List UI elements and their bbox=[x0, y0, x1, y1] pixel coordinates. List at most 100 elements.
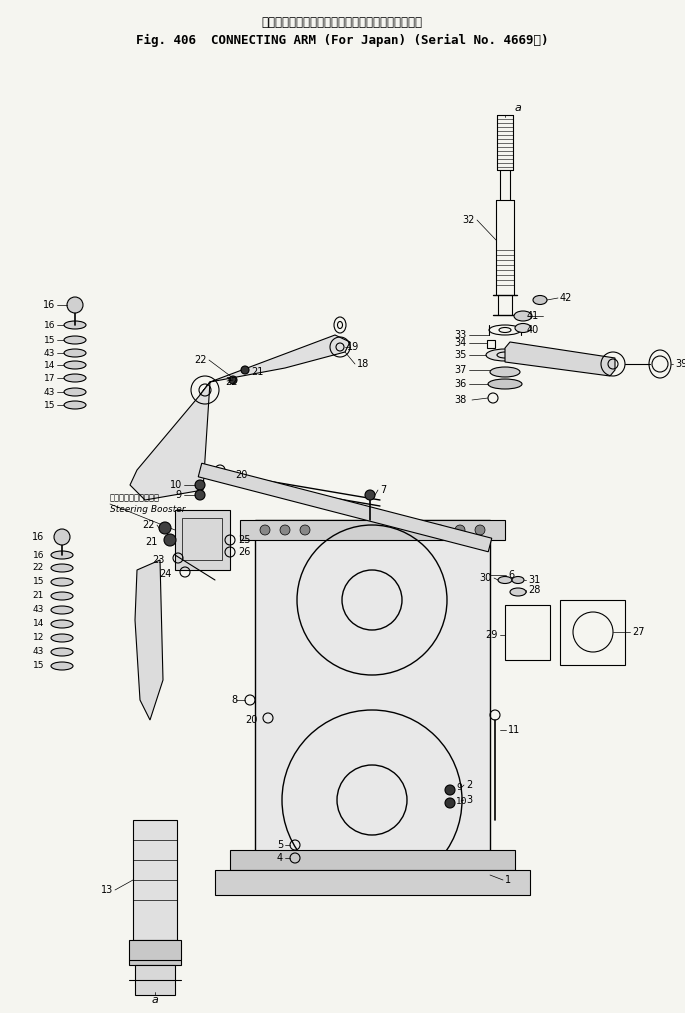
Text: 24: 24 bbox=[160, 569, 172, 579]
Text: 14: 14 bbox=[44, 361, 55, 370]
Ellipse shape bbox=[51, 634, 73, 642]
Text: 4: 4 bbox=[277, 853, 283, 863]
Text: 23: 23 bbox=[153, 555, 165, 565]
Text: 15: 15 bbox=[44, 335, 55, 344]
Ellipse shape bbox=[51, 578, 73, 586]
Ellipse shape bbox=[51, 592, 73, 600]
Ellipse shape bbox=[51, 663, 73, 670]
Circle shape bbox=[195, 490, 205, 500]
Circle shape bbox=[300, 525, 310, 535]
Text: コネクティング　アーム（国　内　向）（適用号機: コネクティング アーム（国 内 向）（適用号機 bbox=[262, 15, 423, 28]
Ellipse shape bbox=[64, 321, 86, 329]
Text: 36: 36 bbox=[455, 379, 467, 389]
Text: 28: 28 bbox=[528, 585, 540, 595]
Circle shape bbox=[54, 529, 70, 545]
Polygon shape bbox=[505, 342, 615, 376]
Polygon shape bbox=[200, 335, 350, 395]
Text: 22: 22 bbox=[195, 355, 207, 365]
Ellipse shape bbox=[498, 576, 512, 583]
Text: 22: 22 bbox=[225, 377, 238, 387]
Text: 9: 9 bbox=[176, 490, 182, 500]
Circle shape bbox=[260, 525, 270, 535]
Text: 2: 2 bbox=[466, 780, 472, 790]
Text: 16: 16 bbox=[32, 532, 44, 542]
Text: 7: 7 bbox=[380, 485, 386, 495]
Text: 20: 20 bbox=[246, 715, 258, 725]
Ellipse shape bbox=[64, 388, 86, 396]
Text: 37: 37 bbox=[455, 365, 467, 375]
Bar bbox=[182, 518, 222, 560]
Text: 5: 5 bbox=[277, 840, 283, 850]
Text: 38: 38 bbox=[455, 395, 467, 405]
Ellipse shape bbox=[51, 551, 73, 559]
Text: 43: 43 bbox=[44, 348, 55, 358]
Bar bbox=[135, 965, 175, 995]
Text: Fig. 406  CONNECTING ARM (For Japan) (Serial No. 4669－): Fig. 406 CONNECTING ARM (For Japan) (Ser… bbox=[136, 33, 548, 47]
Ellipse shape bbox=[515, 323, 531, 332]
Ellipse shape bbox=[51, 648, 73, 656]
Text: 32: 32 bbox=[462, 215, 475, 225]
Text: 22: 22 bbox=[142, 520, 155, 530]
Circle shape bbox=[164, 534, 176, 546]
Circle shape bbox=[67, 297, 83, 313]
Ellipse shape bbox=[533, 296, 547, 305]
Ellipse shape bbox=[510, 588, 526, 596]
Text: 43: 43 bbox=[33, 606, 44, 615]
Circle shape bbox=[159, 522, 171, 534]
Text: 16: 16 bbox=[44, 320, 55, 329]
Text: 43: 43 bbox=[33, 647, 44, 656]
Text: 25: 25 bbox=[238, 535, 251, 545]
Text: 30: 30 bbox=[479, 573, 492, 583]
Bar bbox=[129, 940, 181, 965]
Text: 15: 15 bbox=[44, 400, 55, 409]
Ellipse shape bbox=[51, 620, 73, 628]
Text: 26: 26 bbox=[238, 547, 251, 557]
Text: 16: 16 bbox=[42, 300, 55, 310]
Text: 35: 35 bbox=[455, 350, 467, 360]
Text: 9: 9 bbox=[456, 783, 462, 792]
Ellipse shape bbox=[514, 311, 532, 321]
Text: 21: 21 bbox=[33, 592, 44, 601]
Text: 11: 11 bbox=[508, 725, 520, 735]
Text: 18: 18 bbox=[357, 359, 369, 369]
Text: 20: 20 bbox=[235, 470, 247, 480]
Text: 8: 8 bbox=[232, 695, 238, 705]
Ellipse shape bbox=[51, 564, 73, 572]
Polygon shape bbox=[240, 520, 505, 540]
Ellipse shape bbox=[512, 576, 524, 583]
Text: 31: 31 bbox=[528, 575, 540, 585]
Text: 10: 10 bbox=[170, 480, 182, 490]
Text: 1: 1 bbox=[505, 875, 511, 885]
Circle shape bbox=[475, 525, 485, 535]
Circle shape bbox=[365, 490, 375, 500]
Text: 15: 15 bbox=[32, 661, 44, 671]
Text: Steering Booster: Steering Booster bbox=[110, 505, 186, 515]
Bar bbox=[560, 600, 625, 665]
Text: 14: 14 bbox=[33, 620, 44, 628]
Ellipse shape bbox=[486, 349, 524, 361]
Text: 17: 17 bbox=[44, 374, 55, 383]
Polygon shape bbox=[215, 870, 530, 895]
Ellipse shape bbox=[64, 401, 86, 409]
Text: 15: 15 bbox=[32, 577, 44, 587]
Circle shape bbox=[229, 376, 237, 384]
Text: 34: 34 bbox=[455, 338, 467, 348]
Text: 21: 21 bbox=[251, 367, 263, 377]
Text: ステアリングブースタ: ステアリングブースタ bbox=[110, 493, 160, 502]
Ellipse shape bbox=[488, 379, 522, 389]
Text: a: a bbox=[151, 995, 158, 1005]
Ellipse shape bbox=[64, 374, 86, 382]
Text: 33: 33 bbox=[455, 330, 467, 340]
Circle shape bbox=[241, 366, 249, 374]
Ellipse shape bbox=[51, 606, 73, 614]
Circle shape bbox=[280, 525, 290, 535]
Text: 29: 29 bbox=[486, 630, 498, 640]
Circle shape bbox=[455, 525, 465, 535]
Bar bbox=[133, 820, 177, 940]
Text: 22: 22 bbox=[33, 563, 44, 572]
Polygon shape bbox=[198, 463, 492, 552]
Polygon shape bbox=[130, 382, 210, 500]
Text: 21: 21 bbox=[146, 537, 158, 547]
Text: 39: 39 bbox=[675, 359, 685, 369]
Text: 3: 3 bbox=[466, 795, 472, 805]
